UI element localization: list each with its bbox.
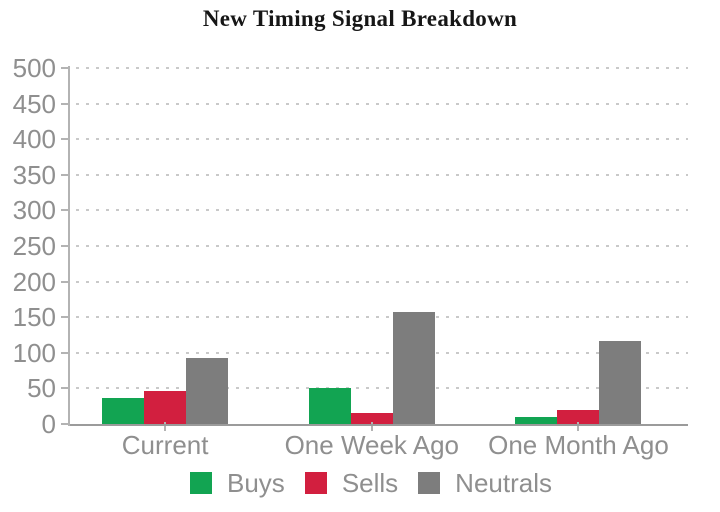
y-tick xyxy=(61,351,68,354)
bar-neutrals-current xyxy=(186,358,229,424)
x-tick-label: One Week Ago xyxy=(284,430,459,460)
gridline-50 xyxy=(76,387,688,390)
x-tick xyxy=(164,422,167,431)
legend-item-sells: Sells xyxy=(304,468,399,498)
y-tick-label: 400 xyxy=(12,124,56,155)
y-tick-label: 350 xyxy=(12,159,56,190)
y-tick-label: 50 xyxy=(27,373,56,404)
y-tick-label: 100 xyxy=(12,337,56,368)
legend: Buys Sells Neutrals xyxy=(11,470,720,496)
gridline-100 xyxy=(76,351,688,354)
legend-item-neutrals: Neutrals xyxy=(418,470,552,496)
legend-swatch-sells xyxy=(304,472,327,494)
x-tick xyxy=(370,422,373,431)
y-tick xyxy=(61,138,68,141)
gridline-500 xyxy=(76,67,688,69)
bar-neutrals-one-month-ago xyxy=(599,341,642,424)
y-tick xyxy=(61,173,68,176)
legend-swatch-neutrals xyxy=(418,472,441,494)
x-axis-line xyxy=(68,424,688,426)
x-tick-label: One Month Ago xyxy=(488,430,669,460)
y-tick-label: 150 xyxy=(12,302,56,333)
legend-label-buys: Buys xyxy=(227,468,285,498)
legend-label-neutrals: Neutrals xyxy=(455,468,552,498)
gridline-350 xyxy=(76,173,688,176)
gridline-450 xyxy=(76,102,688,105)
bar-neutrals-one-week-ago xyxy=(392,311,435,424)
x-tick-label: Current xyxy=(121,430,209,460)
y-tick-label: 200 xyxy=(12,266,56,297)
y-tick xyxy=(61,280,68,283)
gridline-400 xyxy=(76,138,688,141)
legend-swatch-buys xyxy=(190,472,212,494)
y-tick xyxy=(61,423,68,425)
gridline-150 xyxy=(76,316,688,319)
y-tick-label: 0 xyxy=(41,409,56,439)
gridline-200 xyxy=(76,280,688,283)
y-tick-label: 500 xyxy=(12,53,56,83)
y-tick xyxy=(61,387,68,390)
bar-sells-current xyxy=(144,390,187,424)
bar-buys-current xyxy=(102,397,145,424)
x-tick xyxy=(577,422,580,431)
bar-sells-one-week-ago xyxy=(350,413,393,424)
y-tick xyxy=(61,209,68,212)
gridline-300 xyxy=(76,209,688,212)
y-axis-line xyxy=(68,66,70,426)
legend-item-buys: Buys xyxy=(190,470,285,496)
y-tick xyxy=(61,67,68,69)
gridline-250 xyxy=(76,245,688,247)
y-tick-label: 300 xyxy=(12,195,56,226)
y-tick-label: 250 xyxy=(12,231,56,261)
y-tick xyxy=(61,316,68,319)
bar-sells-one-month-ago xyxy=(557,410,600,424)
y-tick xyxy=(61,245,68,247)
legend-label-sells: Sells xyxy=(341,468,399,498)
bar-buys-one-week-ago xyxy=(308,388,351,424)
bar-buys-one-month-ago xyxy=(515,416,558,424)
y-tick-label: 450 xyxy=(12,88,56,119)
chart-title: New Timing Signal Breakdown xyxy=(202,6,518,31)
y-tick xyxy=(61,102,68,105)
